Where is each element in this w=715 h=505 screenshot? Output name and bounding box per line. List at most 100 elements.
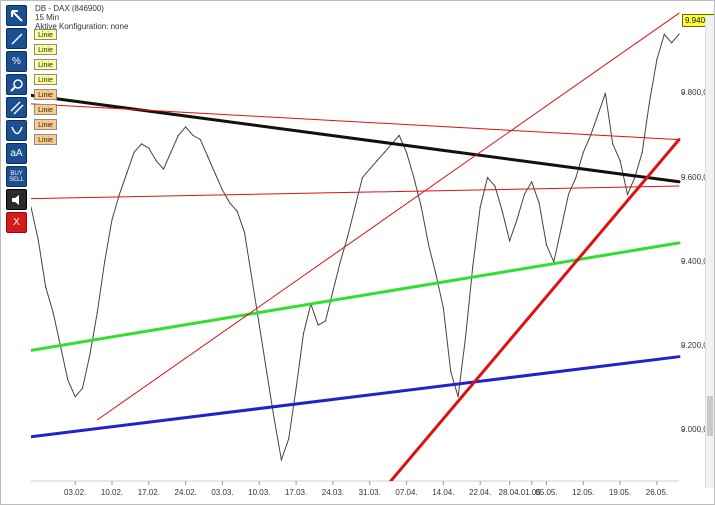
green-trendline[interactable] [31,241,681,352]
price-point [626,193,629,196]
price-point [457,396,459,398]
price-point [126,172,128,174]
scrollbar-thumb[interactable] [707,396,713,436]
price-point [280,459,282,461]
x-tick-label: 24.02. [174,488,197,497]
price-point [575,176,577,179]
price-point [560,227,562,229]
price-point [243,231,246,233]
price-point [545,244,548,246]
x-tick-label: 01.05. [520,488,543,497]
x-tick-label: 28.04. [498,488,521,497]
y-tick-label: 9.600,00 [681,172,713,182]
x-tick-label: 17.03. [284,488,308,497]
price-point [324,320,327,322]
price-point [428,244,430,246]
price-point [435,273,437,276]
x-tick-label: 17.02. [137,488,160,497]
line-label[interactable]: Linie [34,104,57,115]
price-point [369,168,371,170]
price-point [523,193,525,196]
price-point [148,147,150,149]
curve-icon [10,126,23,134]
price-point [251,278,253,280]
price-point [567,193,570,196]
text-tool-icon: aA [10,148,23,159]
x-tick-label: 24.03. [321,488,345,497]
red-thin-lower-line[interactable] [31,185,680,200]
price-point [170,151,172,153]
curve-tool-button[interactable] [6,120,27,141]
price-point [582,151,584,153]
sound-button[interactable] [6,189,27,210]
price-point [155,160,157,162]
price-point [37,240,39,242]
text-tool-button[interactable]: aA [6,143,27,164]
price-point [538,202,540,204]
price-point [199,139,201,141]
price-point [236,210,238,212]
y-tick-label: 9.400,00 [681,256,713,266]
x-tick-label: 26.05. [645,488,669,497]
buy-sell-button[interactable]: BUY SELL [6,166,27,187]
price-point [81,387,84,389]
y-tick-label: 9.800,00 [681,88,713,98]
blue-trendline[interactable] [31,355,681,439]
price-point [74,396,76,398]
price-point [354,206,356,208]
line-label[interactable]: Linie [34,74,57,85]
price-point [266,370,268,373]
x-tick-label: 03.03. [211,488,234,497]
price-point [288,438,290,440]
price-point [185,126,187,128]
pointer-tool-button[interactable] [6,5,27,26]
buy-label: BUY [10,170,23,177]
x-tick-label: 10.03. [248,488,271,497]
line-label[interactable]: Linie [34,59,57,70]
price-point [31,206,32,208]
price-point [641,151,643,153]
price-point [214,172,216,174]
line-label[interactable]: Linie [34,119,57,130]
x-tick-label: 12.05. [572,488,595,497]
channel-tool-button[interactable] [6,97,27,118]
percent-tool-button[interactable]: % [6,51,27,72]
price-point [494,185,496,187]
price-point [376,160,378,162]
x-tick-label: 14.04. [432,488,455,497]
price-point [398,134,400,137]
sell-label: SELL [9,176,24,183]
price-point [104,261,106,263]
price-point [479,206,481,208]
x-tick-label: 22.04. [469,488,492,497]
x-tick-label: 05.05. [535,488,558,497]
red-thin-diagonal-line[interactable] [96,12,680,421]
price-point [317,324,319,326]
red-thick-trendline[interactable] [362,138,681,504]
price-point [258,324,260,326]
price-point [383,151,386,153]
chart-config: Aktive Konfiguration: none [35,22,129,31]
speaker-icon [11,194,19,205]
price-point [96,311,98,314]
delete-button[interactable]: X [6,212,27,233]
price-point [361,176,363,179]
x-tick-label: 03.02. [64,488,87,497]
percent-icon: % [12,56,21,67]
line-label[interactable]: Linie [34,29,57,40]
price-point [531,181,533,183]
line-label[interactable]: Linie [34,134,57,145]
price-point [332,290,334,292]
vertical-scrollbar[interactable] [705,16,714,488]
trendline-tool-button[interactable] [6,28,27,49]
chart-title: DB - DAX (846900) [35,4,104,13]
parallel-channel-icon [9,100,24,115]
line-label[interactable]: Linie [34,89,57,100]
line-label[interactable]: Linie [34,44,57,55]
price-point [604,92,606,94]
x-tick-label: 19.05. [608,488,632,497]
price-point [140,143,143,145]
zoom-tool-button[interactable] [6,74,27,95]
red-thin-upper-line[interactable] [31,103,680,141]
